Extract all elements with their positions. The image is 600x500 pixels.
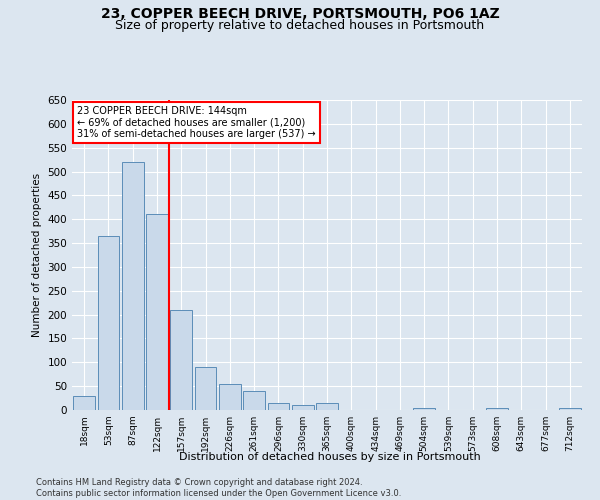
Y-axis label: Number of detached properties: Number of detached properties [32, 173, 42, 337]
Bar [73, 396, 95, 410]
Bar [194, 367, 217, 410]
Text: 23, COPPER BEECH DRIVE, PORTSMOUTH, PO6 1AZ: 23, COPPER BEECH DRIVE, PORTSMOUTH, PO6 … [101, 8, 499, 22]
Bar [219, 384, 241, 410]
Bar [146, 214, 168, 410]
Bar [97, 236, 119, 410]
Bar [243, 391, 265, 410]
Bar [559, 408, 581, 410]
Bar [413, 408, 435, 410]
Bar [268, 403, 289, 410]
Text: Contains HM Land Registry data © Crown copyright and database right 2024.
Contai: Contains HM Land Registry data © Crown c… [36, 478, 401, 498]
Text: Size of property relative to detached houses in Portsmouth: Size of property relative to detached ho… [115, 19, 485, 32]
Bar [170, 310, 192, 410]
Bar [316, 403, 338, 410]
Bar [122, 162, 143, 410]
Text: Distribution of detached houses by size in Portsmouth: Distribution of detached houses by size … [179, 452, 481, 462]
Text: 23 COPPER BEECH DRIVE: 144sqm
← 69% of detached houses are smaller (1,200)
31% o: 23 COPPER BEECH DRIVE: 144sqm ← 69% of d… [77, 106, 316, 140]
Bar [292, 405, 314, 410]
Bar [486, 408, 508, 410]
